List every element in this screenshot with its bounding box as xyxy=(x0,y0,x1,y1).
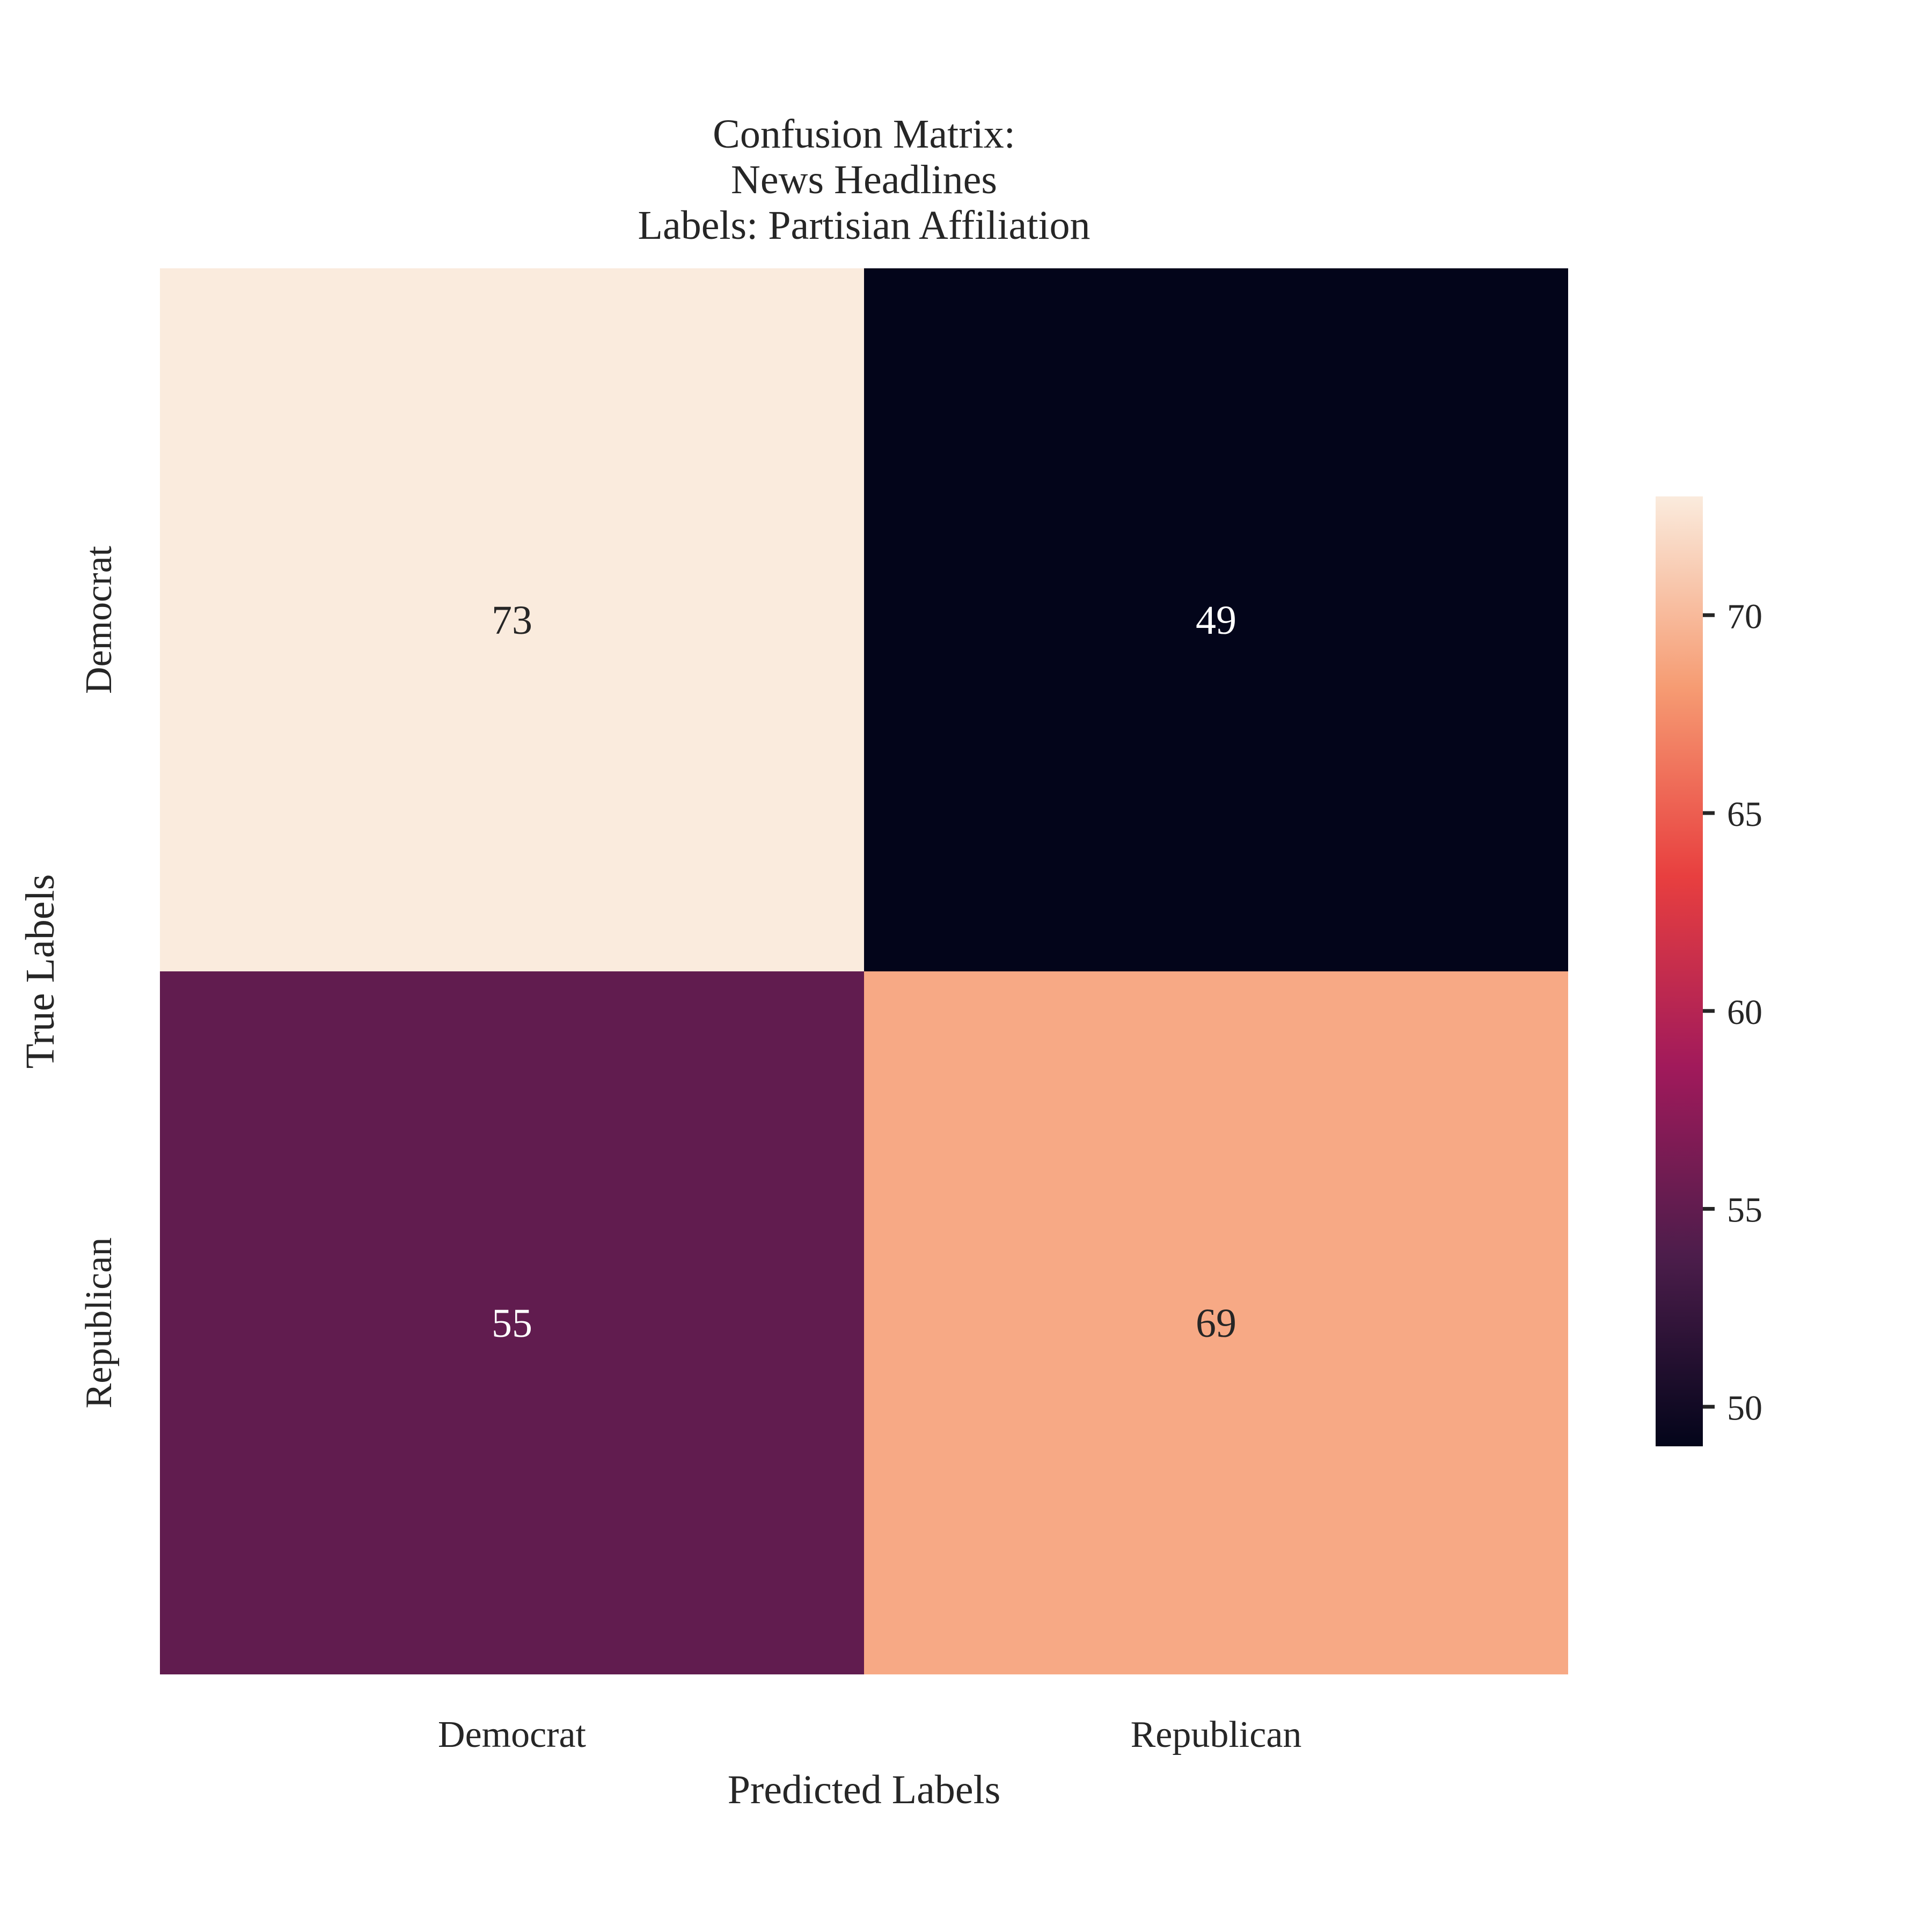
colorbar-tick-label-4: 70 xyxy=(1727,597,1762,636)
y-axis-label: True Labels xyxy=(18,874,63,1069)
x-tick-label-1: Republican xyxy=(1131,1714,1302,1755)
cell-value-label-0-0: 73 xyxy=(492,598,532,643)
colorbar-tick-label-3: 65 xyxy=(1727,795,1762,834)
heatmap-cell-1-0 xyxy=(160,971,864,1674)
cell-value-label-0-1: 49 xyxy=(1196,598,1236,643)
y-tick-labels: Democrat Republican xyxy=(78,545,120,1408)
heatmap-cell-0-1 xyxy=(864,268,1568,971)
colorbar-tick-label-1: 55 xyxy=(1727,1191,1762,1230)
y-tick-label-0: Democrat xyxy=(78,545,120,694)
cell-value-label-1-0: 55 xyxy=(492,1301,532,1346)
x-tick-label-0: Democrat xyxy=(438,1714,587,1755)
chart-title-line-1: Confusion Matrix: xyxy=(713,112,1015,157)
heatmap-cell-0-0 xyxy=(160,268,864,971)
colorbar-gradient xyxy=(1656,496,1703,1446)
x-axis-label: Predicted Labels xyxy=(728,1767,1001,1812)
y-tick-label-1: Republican xyxy=(78,1238,120,1409)
chart-title-line-2: News Headlines xyxy=(731,157,997,202)
colorbar-tick-label-2: 60 xyxy=(1727,993,1762,1032)
chart-title-line-3: Labels: Partisian Affiliation xyxy=(638,203,1091,248)
chart-title: Confusion Matrix: News Headlines Labels:… xyxy=(638,112,1091,248)
heatmap-cells: 73 49 55 69 xyxy=(160,268,1568,1674)
colorbar-tick-label-0: 50 xyxy=(1727,1388,1762,1428)
x-tick-labels: Democrat Republican xyxy=(438,1714,1301,1755)
cell-value-label-1-1: 69 xyxy=(1196,1301,1236,1346)
colorbar: 50 55 60 65 70 xyxy=(1656,496,1762,1446)
heatmap-cell-1-1 xyxy=(864,971,1568,1674)
